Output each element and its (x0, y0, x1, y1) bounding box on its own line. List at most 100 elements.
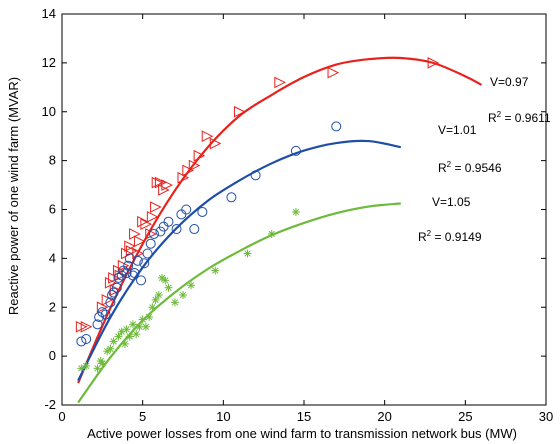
data-point-asterisk (138, 315, 147, 324)
data-point-circle (290, 145, 301, 156)
data-point-circle (226, 192, 237, 203)
data-point-circle (163, 216, 174, 227)
data-point-asterisk (128, 320, 137, 329)
data-point-asterisk (151, 295, 160, 304)
data-point-asterisk (154, 291, 163, 300)
data-point-circle (136, 275, 147, 286)
x-tick-label: 0 (58, 409, 65, 424)
y-tick-label: -2 (44, 397, 56, 412)
annotations: V=0.97 R2 = 0.9611 V=1.01 R2 = 0.9546 V=1.05… (418, 75, 551, 244)
data-point-circle (139, 258, 150, 269)
data-point-circle (108, 287, 119, 298)
data-point-circle (129, 268, 140, 279)
y-tick-label: 14 (42, 6, 56, 21)
data-point-circle (105, 297, 116, 308)
data-point-asterisk (120, 339, 129, 348)
data-point-asterisk (93, 364, 102, 373)
data-point-triangle (274, 76, 286, 89)
data-point-asterisk (170, 298, 179, 307)
data-point-circle (94, 312, 105, 323)
y-tick-label: 12 (42, 55, 56, 70)
data-point-asterisk (103, 347, 112, 356)
data-point-triangle (151, 176, 164, 189)
data-point-circle (331, 121, 342, 132)
data-point-triangle (233, 105, 246, 118)
x-tick-label: 15 (297, 409, 311, 424)
data-point-circle (127, 270, 138, 281)
data-point-circle (171, 224, 182, 235)
x-tick-label: 20 (377, 409, 391, 424)
r2-label-3: R2 = 0.9149 (418, 229, 482, 244)
data-point-triangle (161, 179, 173, 191)
v-label-2: V=1.01 (438, 123, 477, 137)
data-point-asterisk (82, 361, 91, 370)
x-axis-label: Active power losses from one wind farm t… (87, 426, 517, 441)
data-point-triangle (188, 159, 201, 172)
v-label-1: V=0.97 (490, 75, 529, 89)
data-point-circle (148, 228, 159, 239)
data-point-asterisk (211, 266, 220, 275)
y-tick-label: 4 (49, 250, 56, 265)
data-point-asterisk (267, 229, 276, 238)
data-point-triangle (182, 164, 194, 177)
y-tick-label: 6 (49, 202, 56, 217)
y-tick-label: 10 (42, 104, 56, 119)
data-point-triangle (137, 215, 149, 228)
data-point-triangle (133, 235, 146, 248)
data-point-circle (142, 248, 153, 259)
data-point-circle (121, 268, 132, 279)
data-point-asterisk (132, 330, 141, 339)
data-point-asterisk (98, 359, 107, 368)
data-point-circle (107, 290, 118, 301)
data-point-asterisk (161, 276, 170, 285)
data-point-triangle (125, 245, 138, 257)
data-point-asterisk (109, 337, 118, 346)
data-point-asterisk (179, 291, 187, 300)
plot-frame (61, 13, 547, 406)
data-point-triangle (114, 269, 127, 282)
fit-curve-2 (77, 139, 402, 382)
data-point-circle (113, 272, 124, 283)
data-point-asterisk (164, 283, 173, 292)
data-point-triangle (124, 240, 136, 252)
data-point-asterisk (148, 303, 157, 312)
data-point-asterisk (243, 249, 252, 258)
y-tick-label: 2 (49, 299, 56, 314)
data-point-triangle (140, 218, 153, 230)
data-point-circle (123, 260, 134, 271)
data-point-circle (181, 204, 192, 215)
plot-frame-group (61, 13, 547, 406)
data-point-asterisk (187, 281, 196, 290)
data-point-asterisk (291, 207, 300, 216)
data-point-triangle (117, 259, 130, 272)
data-point-circle (176, 209, 187, 220)
data-point-triangle (327, 66, 340, 79)
data-point-triangle (146, 211, 159, 223)
data-points (75, 57, 440, 373)
data-point-circle (189, 224, 200, 235)
y-tick-label: 0 (49, 348, 56, 363)
data-point-asterisk (106, 344, 115, 353)
data-point-triangle (150, 201, 162, 213)
x-tick-label: 30 (539, 409, 553, 424)
r2-label-2: R2 = 0.9546 (438, 160, 502, 175)
data-point-circle (92, 319, 103, 330)
data-point-triangle (193, 149, 206, 162)
data-point-circle (132, 255, 143, 266)
v-label-3: V=1.05 (432, 195, 471, 209)
data-point-circle (197, 206, 208, 217)
fit-curve-3 (77, 202, 401, 404)
data-point-triangle (145, 228, 157, 240)
data-point-circle (155, 226, 166, 237)
data-point-triangle (109, 284, 122, 296)
data-point-circle (116, 270, 127, 281)
x-tick-label: 5 (139, 409, 146, 424)
data-point-triangle (427, 57, 440, 69)
data-point-asterisk (125, 332, 134, 341)
data-point-circle (81, 334, 92, 345)
data-point-triangle (201, 130, 214, 142)
data-point-circle (76, 336, 87, 347)
data-point-circle (100, 309, 111, 320)
